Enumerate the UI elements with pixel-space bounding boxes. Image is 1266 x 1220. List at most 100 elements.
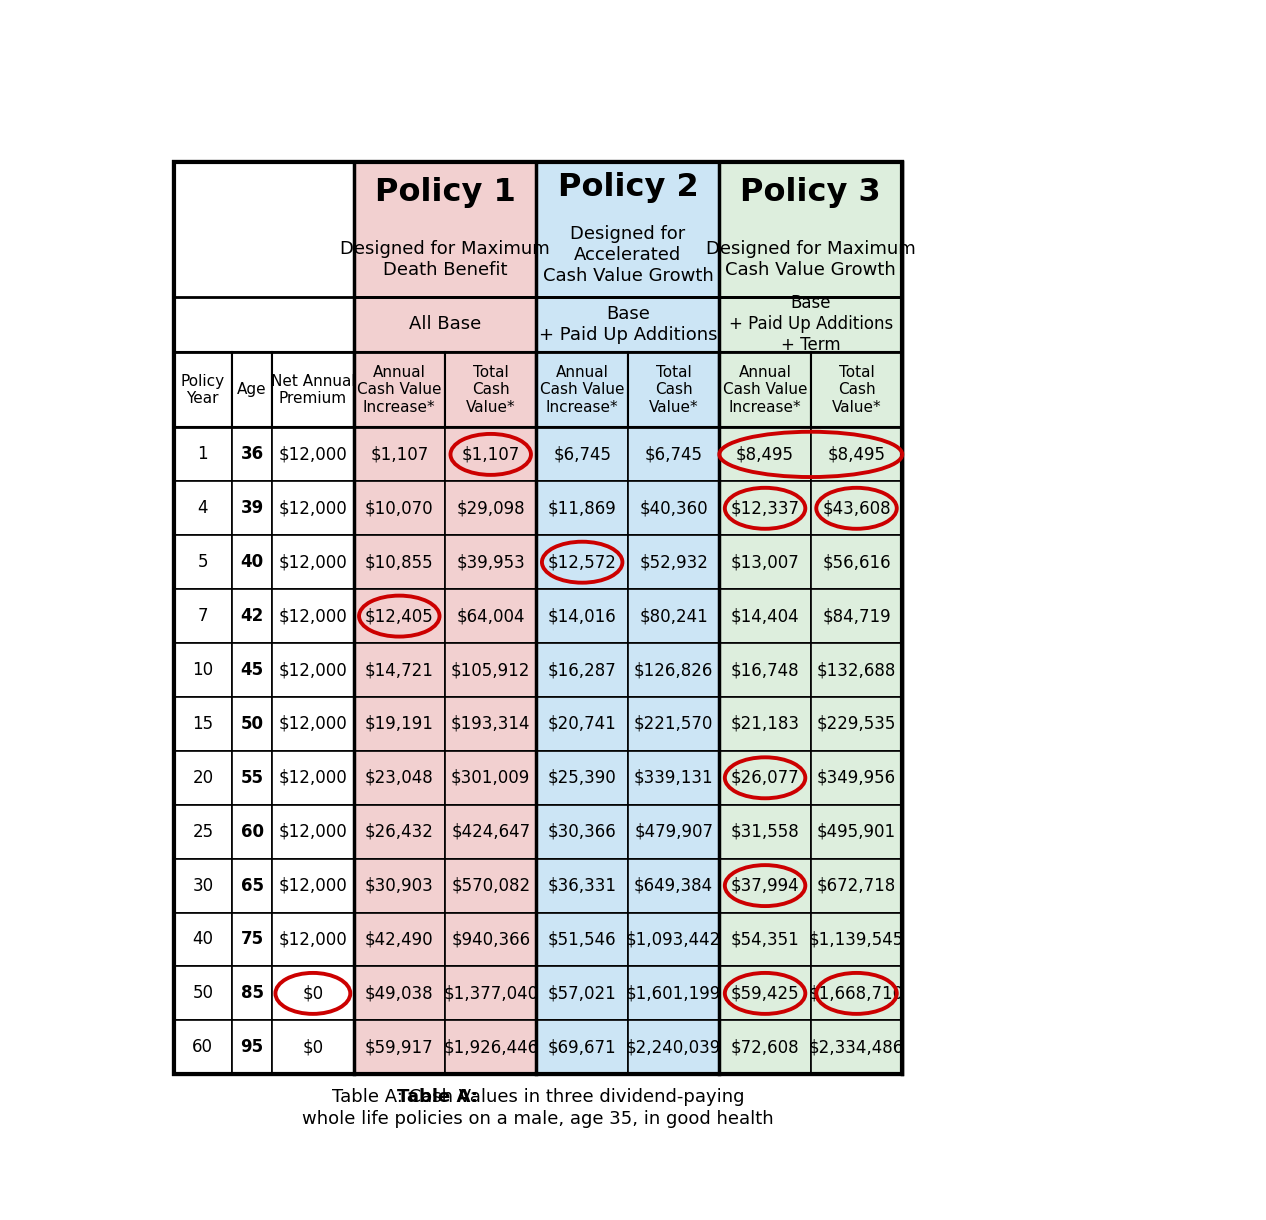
- Text: $8,495: $8,495: [736, 445, 794, 464]
- Bar: [810, 353, 903, 427]
- Bar: [537, 805, 628, 859]
- Bar: [537, 482, 628, 536]
- Text: $12,000: $12,000: [279, 499, 347, 517]
- Bar: [628, 482, 719, 536]
- Bar: [810, 966, 903, 1020]
- Text: $8,495: $8,495: [828, 445, 885, 464]
- Text: $25,390: $25,390: [548, 769, 617, 787]
- Bar: [272, 913, 353, 966]
- Text: Designed for
Accelerated
Cash Value Growth: Designed for Accelerated Cash Value Grow…: [543, 224, 713, 284]
- Bar: [232, 536, 272, 589]
- Text: $12,000: $12,000: [279, 822, 347, 841]
- Text: $229,535: $229,535: [817, 715, 896, 733]
- Text: $2,240,039: $2,240,039: [625, 1038, 722, 1057]
- Bar: [810, 750, 903, 805]
- Text: $479,907: $479,907: [634, 822, 713, 841]
- Bar: [173, 296, 353, 353]
- Bar: [232, 482, 272, 536]
- Text: $6,745: $6,745: [644, 445, 703, 464]
- Bar: [537, 913, 628, 966]
- Bar: [232, 966, 272, 1020]
- Text: $193,314: $193,314: [451, 715, 530, 733]
- Text: $31,558: $31,558: [730, 822, 799, 841]
- Text: $12,000: $12,000: [279, 608, 347, 625]
- Bar: [719, 482, 810, 536]
- Text: $14,404: $14,404: [730, 608, 799, 625]
- Text: $26,432: $26,432: [365, 822, 434, 841]
- Text: Designed for Maximum
Death Benefit: Designed for Maximum Death Benefit: [341, 240, 549, 279]
- Text: $30,366: $30,366: [548, 822, 617, 841]
- Text: 60: 60: [241, 822, 263, 841]
- Text: 95: 95: [241, 1038, 263, 1057]
- Bar: [537, 589, 628, 643]
- Bar: [446, 805, 537, 859]
- Text: Net Annual
Premium: Net Annual Premium: [271, 373, 356, 406]
- Bar: [353, 353, 446, 427]
- Bar: [446, 643, 537, 697]
- Bar: [272, 589, 353, 643]
- Bar: [446, 966, 537, 1020]
- Bar: [353, 536, 446, 589]
- Text: 39: 39: [241, 499, 263, 517]
- Bar: [173, 643, 232, 697]
- Text: 45: 45: [241, 661, 263, 680]
- Text: Designed for Maximum
Cash Value Growth: Designed for Maximum Cash Value Growth: [706, 240, 915, 279]
- Bar: [353, 913, 446, 966]
- Bar: [272, 966, 353, 1020]
- Bar: [446, 697, 537, 750]
- Text: $19,191: $19,191: [365, 715, 434, 733]
- Text: 4: 4: [197, 499, 208, 517]
- Text: 30: 30: [192, 877, 214, 894]
- Bar: [446, 589, 537, 643]
- Bar: [537, 162, 719, 296]
- Text: $14,016: $14,016: [548, 608, 617, 625]
- Text: $0: $0: [303, 1038, 323, 1057]
- Bar: [232, 859, 272, 913]
- Bar: [272, 643, 353, 697]
- Text: $16,287: $16,287: [548, 661, 617, 680]
- Text: Annual
Cash Value
Increase*: Annual Cash Value Increase*: [357, 365, 442, 415]
- Text: Policy 2: Policy 2: [557, 172, 699, 203]
- Bar: [628, 750, 719, 805]
- Bar: [353, 643, 446, 697]
- Text: $29,098: $29,098: [457, 499, 525, 517]
- Bar: [628, 427, 719, 482]
- Bar: [810, 427, 903, 482]
- Bar: [446, 427, 537, 482]
- Text: $12,000: $12,000: [279, 661, 347, 680]
- Bar: [628, 805, 719, 859]
- Bar: [353, 296, 537, 353]
- Bar: [232, 750, 272, 805]
- Text: $72,608: $72,608: [730, 1038, 799, 1057]
- Bar: [537, 643, 628, 697]
- Bar: [173, 589, 232, 643]
- Bar: [810, 589, 903, 643]
- Text: $12,000: $12,000: [279, 769, 347, 787]
- Bar: [719, 536, 810, 589]
- Bar: [537, 427, 628, 482]
- Text: $1,601,199: $1,601,199: [625, 985, 722, 1003]
- Bar: [232, 643, 272, 697]
- Text: $16,748: $16,748: [730, 661, 799, 680]
- Bar: [232, 427, 272, 482]
- Text: $59,425: $59,425: [730, 985, 799, 1003]
- Text: $23,048: $23,048: [365, 769, 434, 787]
- Bar: [628, 643, 719, 697]
- Bar: [719, 589, 810, 643]
- Text: $51,546: $51,546: [548, 931, 617, 948]
- Text: 75: 75: [241, 931, 263, 948]
- Text: $12,000: $12,000: [279, 877, 347, 894]
- Text: $940,366: $940,366: [451, 931, 530, 948]
- Bar: [173, 536, 232, 589]
- Bar: [232, 805, 272, 859]
- Text: Policy 3: Policy 3: [741, 177, 881, 207]
- Text: Annual
Cash Value
Increase*: Annual Cash Value Increase*: [723, 365, 808, 415]
- Bar: [537, 353, 628, 427]
- Text: 55: 55: [241, 769, 263, 787]
- Text: Total
Cash
Value*: Total Cash Value*: [466, 365, 515, 415]
- Bar: [810, 859, 903, 913]
- Text: 50: 50: [192, 985, 213, 1003]
- Text: $12,405: $12,405: [365, 608, 434, 625]
- Text: $30,903: $30,903: [365, 877, 434, 894]
- Text: Age: Age: [237, 382, 267, 398]
